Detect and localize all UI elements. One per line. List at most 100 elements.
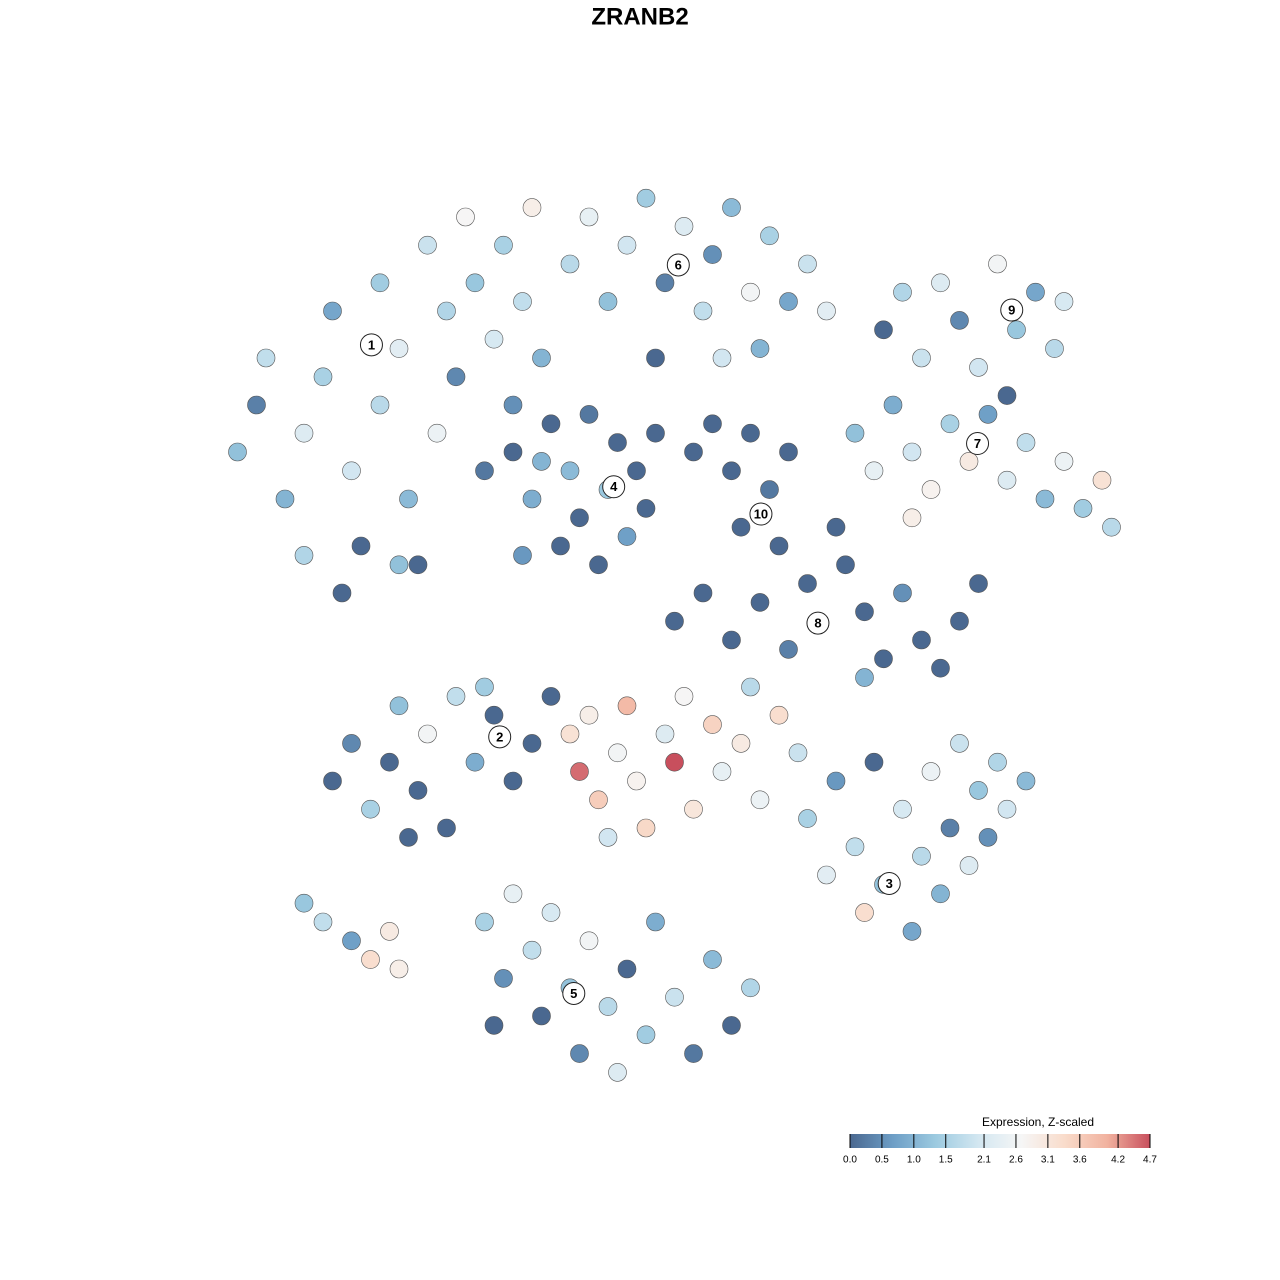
- point: [750, 339, 770, 358]
- cluster-label: 10: [754, 506, 768, 521]
- point: [769, 536, 789, 556]
- point: [826, 771, 846, 791]
- point: [380, 922, 399, 941]
- point: [313, 367, 333, 387]
- point: [560, 254, 580, 274]
- point: [465, 273, 485, 293]
- cluster-marker: [359, 333, 383, 357]
- point: [731, 517, 751, 537]
- point: [950, 611, 969, 631]
- point: [389, 959, 409, 979]
- point: [722, 1016, 741, 1035]
- point: [874, 320, 893, 340]
- point: [959, 452, 979, 471]
- point: [902, 922, 922, 941]
- point: [532, 1006, 551, 1026]
- point: [902, 442, 922, 462]
- cluster-marker: [806, 611, 830, 635]
- point: [503, 442, 523, 462]
- point: [323, 771, 342, 791]
- point: [864, 461, 884, 481]
- point: [598, 997, 618, 1016]
- point: [636, 1025, 656, 1045]
- point: [361, 799, 380, 819]
- point: [646, 423, 665, 443]
- point: [608, 433, 627, 452]
- point: [931, 884, 950, 904]
- point: [532, 348, 551, 368]
- colorbar: Expression, Z-scaled 0.0 0.5 1.0 1.5 2.1 2.6 3…: [843, 1115, 1157, 1165]
- point: [1016, 433, 1036, 452]
- point: [475, 912, 494, 932]
- point: [465, 752, 485, 772]
- point: [902, 508, 922, 528]
- point: [845, 837, 865, 857]
- point: [560, 724, 580, 744]
- point: [294, 546, 314, 565]
- point: [674, 687, 694, 706]
- point: [817, 865, 836, 885]
- point: [475, 677, 494, 697]
- point: [636, 499, 656, 518]
- point: [655, 724, 675, 744]
- point: [997, 386, 1017, 405]
- point: [788, 743, 808, 763]
- cluster-marker: [666, 253, 690, 277]
- point: [1054, 452, 1074, 471]
- point: [722, 461, 741, 481]
- point: [826, 517, 846, 537]
- point: [750, 593, 770, 612]
- point: [446, 367, 466, 387]
- point: [1054, 292, 1074, 311]
- point: [845, 423, 865, 443]
- point: [361, 950, 380, 969]
- point: [427, 423, 447, 443]
- point: [408, 781, 428, 800]
- point: [617, 235, 637, 255]
- cluster-marker: [488, 725, 512, 749]
- point: [684, 1044, 703, 1063]
- point: [864, 752, 884, 772]
- point: [323, 301, 342, 321]
- point: [589, 555, 608, 575]
- point: [522, 489, 542, 509]
- point: [598, 292, 618, 311]
- point: [228, 442, 247, 462]
- point: [579, 931, 599, 951]
- point: [617, 696, 637, 716]
- point: [380, 752, 399, 772]
- point: [741, 978, 760, 998]
- point: [655, 273, 675, 293]
- point: [532, 452, 551, 471]
- point: [247, 395, 266, 415]
- point: [522, 198, 542, 217]
- point: [779, 442, 798, 462]
- point: [484, 329, 504, 349]
- cluster-labels: 1 2 3 4 5 6 7 8 9 10: [359, 253, 1024, 1005]
- point: [541, 414, 561, 434]
- colorbar-tick-label: 1.0: [907, 1155, 921, 1166]
- point: [959, 856, 979, 875]
- colorbar-tick-label: 2.6: [1009, 1155, 1023, 1166]
- point: [760, 480, 779, 499]
- point: [798, 809, 817, 828]
- point: [342, 931, 361, 951]
- point: [750, 790, 770, 810]
- point: [541, 687, 561, 706]
- point: [275, 489, 295, 509]
- point: [513, 292, 532, 311]
- cluster-label: 8: [814, 616, 821, 631]
- point: [741, 677, 760, 697]
- point: [836, 555, 855, 575]
- point: [503, 884, 523, 904]
- point: [1045, 339, 1064, 358]
- point: [703, 245, 722, 264]
- point: [503, 771, 523, 791]
- point: [665, 752, 684, 772]
- cluster-label: 6: [675, 257, 682, 272]
- point: [874, 649, 893, 669]
- point: [912, 348, 931, 368]
- point: [1016, 771, 1036, 791]
- point: [684, 442, 703, 462]
